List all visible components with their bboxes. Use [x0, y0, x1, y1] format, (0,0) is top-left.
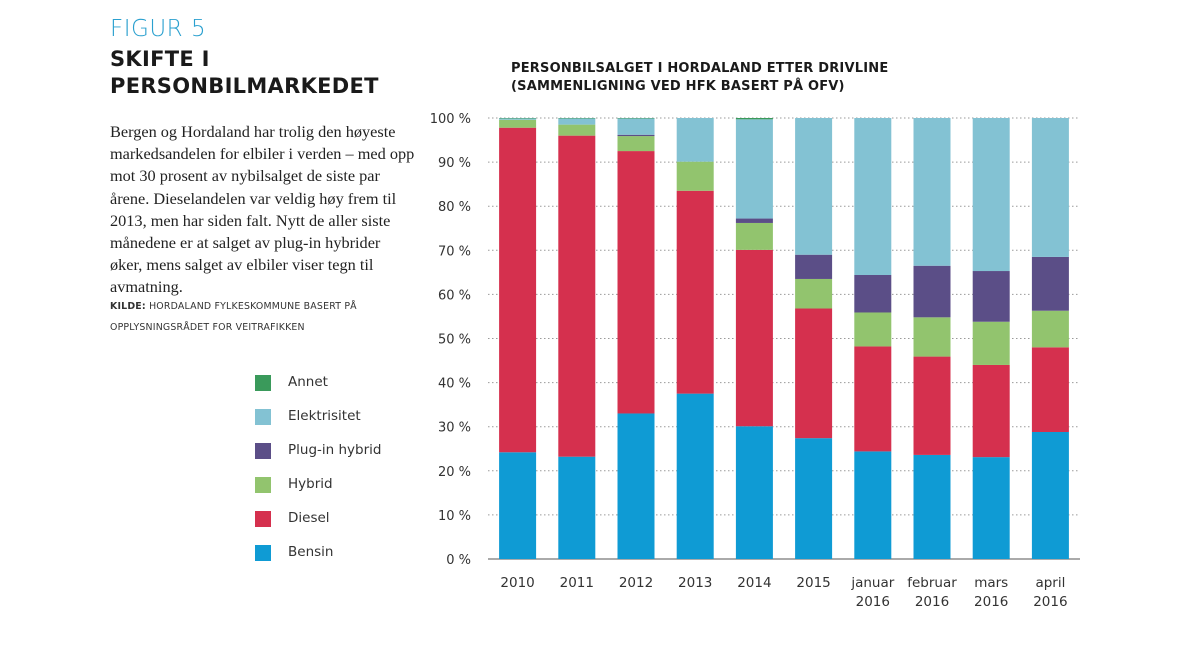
bar-segment-hybrid — [558, 124, 596, 136]
x-tick-label: april — [1035, 575, 1065, 591]
bar-segment-bensin — [1031, 431, 1069, 559]
bar-segment-elektrisitet — [558, 118, 596, 125]
legend-swatch — [255, 545, 271, 561]
y-tick-label: 70 % — [438, 244, 471, 259]
bar-segment-bensin — [795, 438, 833, 559]
body-text: Bergen og Hordaland har trolig den høyes… — [110, 122, 415, 297]
bar-segment-hybrid — [499, 119, 537, 128]
bar-segment-diesel — [499, 127, 537, 453]
bar-segment-plug-in-hybrid — [913, 265, 951, 318]
bar-segment-diesel — [676, 190, 714, 394]
y-tick-label: 60 % — [438, 288, 471, 303]
bar-segment-bensin — [735, 426, 773, 559]
bar-segment-hybrid — [795, 278, 833, 309]
source-label: KILDE: — [110, 301, 146, 312]
bar-segment-diesel — [913, 356, 951, 455]
bar-segment-elektrisitet — [676, 118, 714, 162]
figure-title: SKIFTE I PERSONBILMARKEDET — [110, 46, 379, 100]
legend-label: Bensin — [288, 544, 334, 560]
bar-segment-diesel — [972, 364, 1010, 458]
source-note: KILDE: HORDALAND FYLKESKOMMUNE BASERT PÅ… — [110, 296, 410, 338]
bar-segment-hybrid — [972, 321, 1010, 365]
x-tick-label: 2016 — [856, 594, 890, 610]
bar-segment-bensin — [676, 393, 714, 559]
y-tick-label: 0 % — [446, 553, 471, 568]
x-tick-label: februar — [907, 575, 957, 591]
x-tick-label: 2010 — [500, 575, 534, 591]
legend-swatch — [255, 477, 271, 493]
bar-segment-diesel — [558, 135, 596, 457]
bar-segment-plug-in-hybrid — [735, 218, 773, 223]
y-tick-label: 10 % — [438, 509, 471, 524]
x-tick-label: 2014 — [737, 575, 771, 591]
bar-segment-annet — [735, 118, 773, 120]
bar-segment-diesel — [617, 151, 655, 414]
bar-segment-elektrisitet — [913, 118, 951, 266]
chart-title-line-2: (SAMMENLIGNING VED HFK BASERT PÅ OFV) — [511, 79, 845, 94]
bar-segment-plug-in-hybrid — [795, 254, 833, 279]
bar-segment-diesel — [854, 346, 892, 452]
bar-segment-elektrisitet — [854, 118, 892, 275]
bar-segment-diesel — [1031, 347, 1069, 432]
legend-label: Plug-in hybrid — [288, 442, 382, 458]
bar-segment-bensin — [499, 452, 537, 559]
x-tick-label: 2016 — [915, 594, 949, 610]
x-tick-label: 2015 — [796, 575, 830, 591]
chart-title-line-1: PERSONBILSALGET I HORDALAND ETTER DRIVLI… — [511, 61, 889, 76]
bar-segment-plug-in-hybrid — [617, 134, 655, 137]
bar-segment-hybrid — [854, 312, 892, 347]
legend-swatch — [255, 409, 271, 425]
y-tick-label: 30 % — [438, 421, 471, 436]
figure-title-line-2: PERSONBILMARKEDET — [110, 74, 379, 98]
x-tick-label: januar — [850, 575, 894, 591]
bar-segment-elektrisitet — [617, 118, 655, 135]
legend-swatch — [255, 511, 271, 527]
bar-segment-elektrisitet — [735, 119, 773, 219]
legend-label: Hybrid — [288, 476, 333, 492]
x-tick-label: 2012 — [619, 575, 653, 591]
bar-segment-bensin — [558, 456, 596, 559]
bar-segment-elektrisitet — [499, 118, 537, 120]
chart-title: PERSONBILSALGET I HORDALAND ETTER DRIVLI… — [511, 60, 888, 96]
y-tick-label: 40 % — [438, 377, 471, 392]
legend-swatch — [255, 375, 271, 391]
x-tick-label: mars — [974, 575, 1008, 591]
legend-swatch — [255, 443, 271, 459]
figure-label: FIGUR 5 — [110, 16, 207, 42]
source-text: HORDALAND FYLKESKOMMUNE BASERT PÅ OPPLYS… — [110, 301, 357, 333]
bar-segment-plug-in-hybrid — [1031, 256, 1069, 311]
bar-segment-elektrisitet — [795, 118, 833, 255]
bar-segment-hybrid — [913, 317, 951, 357]
bar-segment-hybrid — [735, 222, 773, 250]
x-tick-label: 2013 — [678, 575, 712, 591]
bar-segment-elektrisitet — [1031, 118, 1069, 257]
bar-segment-bensin — [913, 454, 951, 559]
x-tick-label: 2016 — [974, 594, 1008, 610]
x-tick-label: 2011 — [560, 575, 594, 591]
bar-segment-plug-in-hybrid — [972, 271, 1010, 322]
bar-segment-hybrid — [617, 136, 655, 152]
bar-segment-hybrid — [1031, 310, 1069, 348]
bar-segment-diesel — [795, 308, 833, 439]
y-tick-label: 100 % — [430, 112, 471, 127]
bar-segment-hybrid — [676, 161, 714, 191]
bar-segment-bensin — [854, 451, 892, 559]
bar-segment-diesel — [735, 249, 773, 427]
x-tick-label: 2016 — [1033, 594, 1067, 610]
legend-label: Elektrisitet — [288, 408, 361, 424]
y-tick-label: 90 % — [438, 156, 471, 171]
bar-segment-plug-in-hybrid — [854, 274, 892, 313]
legend-label: Diesel — [288, 510, 330, 526]
figure-title-line-1: SKIFTE I — [110, 47, 210, 71]
bar-segment-bensin — [972, 457, 1010, 559]
bar-segment-bensin — [617, 413, 655, 559]
legend-label: Annet — [288, 374, 328, 390]
y-tick-label: 50 % — [438, 333, 471, 348]
bar-segment-elektrisitet — [972, 118, 1010, 272]
y-tick-label: 80 % — [438, 200, 471, 215]
y-tick-label: 20 % — [438, 465, 471, 480]
